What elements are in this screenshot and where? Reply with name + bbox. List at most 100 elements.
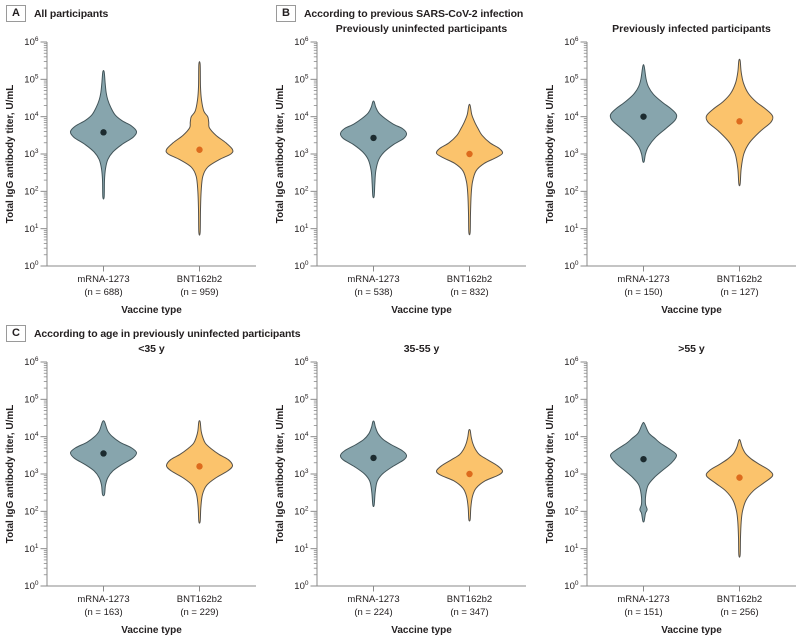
svg-text:101: 101: [564, 543, 579, 555]
svg-text:104: 104: [564, 111, 579, 123]
svg-text:Total IgG antibody titer, U/mL: Total IgG antibody titer, U/mL: [275, 85, 286, 224]
panel-a-all-participants: A All participants 100 101 102 103 104 105 106…: [0, 0, 270, 320]
svg-text:103: 103: [564, 468, 579, 480]
svg-text:106: 106: [24, 356, 39, 368]
panel-b-header: B According to previous SARS-CoV-2 infec…: [276, 5, 523, 22]
svg-text:100: 100: [564, 580, 579, 592]
svg-text:mRNA-1273: mRNA-1273: [347, 274, 399, 285]
svg-text:(n = 150): (n = 150): [624, 287, 662, 298]
svg-text:102: 102: [564, 506, 579, 518]
chart-subtitle: Previously infected participants: [612, 23, 771, 35]
panel-title: According to age in previously uninfecte…: [33, 327, 301, 340]
svg-text:103: 103: [24, 148, 39, 160]
panel-c-35-55: 35-55 y 100 101 102 103 104 105 106 mRNA-1273 (n…: [270, 320, 540, 641]
svg-text:103: 103: [294, 468, 309, 480]
svg-text:104: 104: [294, 431, 309, 443]
svg-text:BNT162b2: BNT162b2: [177, 274, 222, 285]
svg-text:(n = 163): (n = 163): [84, 607, 122, 618]
panel-letter: A: [6, 5, 26, 22]
svg-text:(n = 224): (n = 224): [354, 607, 392, 618]
svg-text:100: 100: [564, 260, 579, 272]
svg-text:100: 100: [24, 580, 39, 592]
svg-text:106: 106: [564, 36, 579, 48]
svg-text:mRNA-1273: mRNA-1273: [347, 594, 399, 605]
svg-text:105: 105: [564, 394, 579, 406]
svg-text:102: 102: [294, 506, 309, 518]
svg-text:(n = 151): (n = 151): [624, 607, 662, 618]
svg-text:104: 104: [564, 431, 579, 443]
svg-text:Total IgG antibody titer, U/mL: Total IgG antibody titer, U/mL: [545, 85, 556, 224]
panel-letter: C: [6, 325, 26, 342]
violin-chart-previously-uninfected: 100 101 102 103 104 105 106 mRNA-1273 (n = 538) B…: [275, 36, 526, 316]
chart-subtitle: 35-55 y: [403, 343, 440, 355]
panel-b-infected: Previously infected participants 100 101 1…: [540, 0, 810, 320]
svg-text:BNT162b2: BNT162b2: [177, 594, 222, 605]
svg-text:103: 103: [24, 468, 39, 480]
svg-text:Vaccine type: Vaccine type: [121, 625, 182, 636]
svg-text:105: 105: [24, 74, 39, 86]
panel-b-uninfected: B According to previous SARS-CoV-2 infec…: [270, 0, 540, 320]
svg-text:101: 101: [294, 543, 309, 555]
svg-text:100: 100: [24, 260, 39, 272]
violin-chart-35-55: 100 101 102 103 104 105 106 mRNA-1273 (n = 224) B…: [275, 356, 526, 636]
svg-text:(n = 538): (n = 538): [354, 287, 392, 298]
svg-text:(n = 832): (n = 832): [450, 287, 488, 298]
violin-chart-all-participants: 100 101 102 103 104 105 106 mRNA-1273 (n = 688) B…: [5, 36, 256, 316]
svg-text:106: 106: [564, 356, 579, 368]
svg-text:(n = 127): (n = 127): [720, 287, 758, 298]
svg-text:105: 105: [294, 394, 309, 406]
panel-c-over-55: >55 y 100 101 102 103 104 105 106 mRNA-1273 (n =…: [540, 320, 810, 641]
svg-text:105: 105: [564, 74, 579, 86]
svg-text:BNT162b2: BNT162b2: [717, 274, 762, 285]
svg-text:BNT162b2: BNT162b2: [717, 594, 762, 605]
svg-text:106: 106: [294, 356, 309, 368]
svg-text:mRNA-1273: mRNA-1273: [77, 274, 129, 285]
svg-text:104: 104: [24, 431, 39, 443]
svg-text:Total IgG antibody titer, U/mL: Total IgG antibody titer, U/mL: [545, 405, 556, 544]
chart-subtitle: >55 y: [678, 343, 705, 355]
svg-text:101: 101: [294, 223, 309, 235]
svg-text:mRNA-1273: mRNA-1273: [617, 594, 669, 605]
svg-text:102: 102: [294, 186, 309, 198]
panel-a-header: A All participants: [6, 5, 108, 22]
svg-text:(n = 347): (n = 347): [450, 607, 488, 618]
svg-text:101: 101: [24, 543, 39, 555]
svg-text:Total IgG antibody titer, U/mL: Total IgG antibody titer, U/mL: [5, 85, 16, 224]
svg-text:Vaccine type: Vaccine type: [121, 305, 182, 316]
svg-text:(n = 959): (n = 959): [180, 287, 218, 298]
svg-text:105: 105: [294, 74, 309, 86]
svg-text:mRNA-1273: mRNA-1273: [77, 594, 129, 605]
svg-text:Vaccine type: Vaccine type: [391, 625, 452, 636]
svg-text:103: 103: [294, 148, 309, 160]
svg-text:102: 102: [24, 186, 39, 198]
svg-text:Vaccine type: Vaccine type: [661, 625, 722, 636]
svg-text:106: 106: [294, 36, 309, 48]
chart-subtitle: <35 y: [138, 343, 165, 355]
panel-c-header: C According to age in previously uninfec…: [6, 325, 301, 342]
svg-text:Vaccine type: Vaccine type: [391, 305, 452, 316]
svg-text:106: 106: [24, 36, 39, 48]
panel-title: According to previous SARS-CoV-2 infecti…: [303, 7, 524, 20]
panel-letter: B: [276, 5, 296, 22]
svg-text:102: 102: [564, 186, 579, 198]
svg-text:(n = 688): (n = 688): [84, 287, 122, 298]
svg-text:Vaccine type: Vaccine type: [661, 305, 722, 316]
violin-chart-previously-infected: 100 101 102 103 104 105 106 mRNA-1273 (n = 150) B…: [545, 36, 796, 316]
svg-text:(n = 256): (n = 256): [720, 607, 758, 618]
svg-text:102: 102: [24, 506, 39, 518]
violin-chart-over-55: 100 101 102 103 104 105 106 mRNA-1273 (n = 151) B…: [545, 356, 796, 636]
svg-text:104: 104: [294, 111, 309, 123]
panel-title: All participants: [33, 7, 109, 20]
svg-text:Total IgG antibody titer, U/mL: Total IgG antibody titer, U/mL: [5, 405, 16, 544]
svg-text:101: 101: [564, 223, 579, 235]
svg-text:104: 104: [24, 111, 39, 123]
violin-chart-under-35: 100 101 102 103 104 105 106 mRNA-1273 (n = 163) B…: [5, 356, 256, 636]
panel-c-under-35: C According to age in previously uninfec…: [0, 320, 301, 641]
svg-text:101: 101: [24, 223, 39, 235]
svg-text:mRNA-1273: mRNA-1273: [617, 274, 669, 285]
svg-text:Total IgG antibody titer, U/mL: Total IgG antibody titer, U/mL: [275, 405, 286, 544]
svg-text:103: 103: [564, 148, 579, 160]
svg-text:100: 100: [294, 580, 309, 592]
svg-text:100: 100: [294, 260, 309, 272]
